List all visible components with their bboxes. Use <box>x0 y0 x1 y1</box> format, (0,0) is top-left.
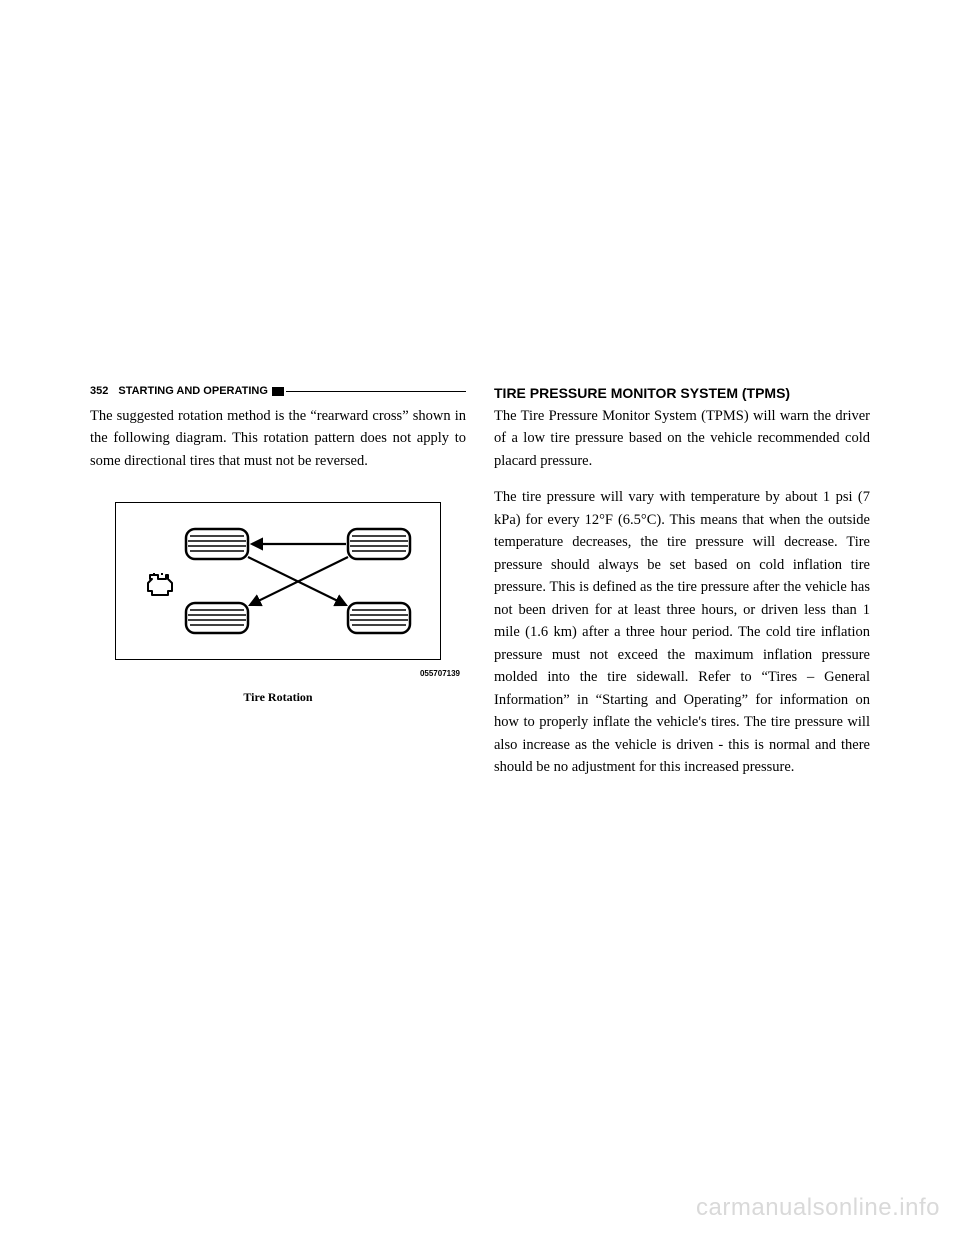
left-paragraph-1: The suggested rotation method is the “re… <box>90 405 466 472</box>
page-number: 352 <box>90 385 108 397</box>
diagram-code: 055707139 <box>90 669 466 678</box>
left-column: 352 STARTING AND OPERATING The suggested… <box>90 385 466 793</box>
right-paragraph-2: The tire pressure will vary with tempera… <box>494 486 870 778</box>
page-header: 352 STARTING AND OPERATING <box>90 385 466 397</box>
tire-rotation-svg <box>138 521 418 641</box>
watermark: carmanualsonline.info <box>696 1194 940 1222</box>
right-column: TIRE PRESSURE MONITOR SYSTEM (TPMS) The … <box>494 385 870 793</box>
tire-front-right <box>348 529 410 559</box>
tire-rotation-diagram: 055707139 Tire Rotation <box>90 502 466 705</box>
right-paragraph-1: The Tire Pressure Monitor System (TPMS) … <box>494 405 870 472</box>
tire-front-left <box>186 529 248 559</box>
diagram-caption: Tire Rotation <box>90 690 466 705</box>
tire-rear-left <box>186 603 248 633</box>
section-name: STARTING AND OPERATING <box>118 385 268 397</box>
tire-rear-right <box>348 603 410 633</box>
header-bar-icon <box>272 387 284 396</box>
diagram-frame <box>115 502 441 660</box>
tpms-heading: TIRE PRESSURE MONITOR SYSTEM (TPMS) <box>494 385 870 401</box>
page-content: 352 STARTING AND OPERATING The suggested… <box>90 385 870 793</box>
header-line <box>286 391 466 392</box>
engine-icon <box>148 573 172 595</box>
